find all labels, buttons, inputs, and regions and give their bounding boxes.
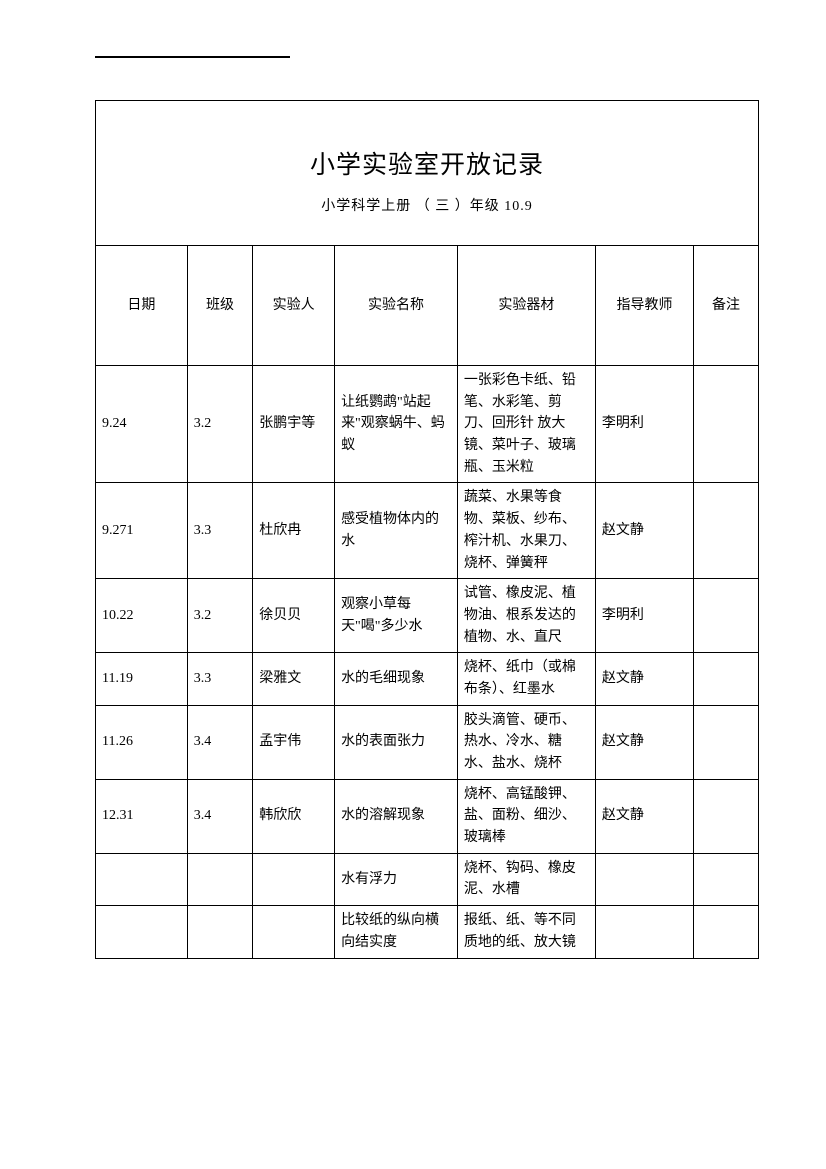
cell-note	[694, 906, 758, 958]
cell-teacher	[595, 906, 693, 958]
table-row: 水有浮力 烧杯、钩码、橡皮泥、水槽	[96, 853, 758, 905]
page-title: 小学实验室开放记录	[96, 145, 758, 181]
cell-equipment: 一张彩色卡纸、铅笔、水彩笔、剪刀、回形针 放大镜、菜叶子、玻璃瓶、玉米粒	[457, 366, 595, 483]
table-row: 比较纸的纵向横向结实度 报纸、纸、等不同质地的纸、放大镜	[96, 906, 758, 958]
cell-date: 12.31	[96, 779, 187, 853]
table-row: 11.26 3.4 孟宇伟 水的表面张力 胶头滴管、硬币、热水、冷水、糖水、盐水…	[96, 705, 758, 779]
cell-class: 3.2	[187, 366, 252, 483]
cell-expname: 水的表面张力	[335, 705, 458, 779]
cell-equipment: 试管、橡皮泥、植物油、根系发达的植物、水、直尺	[457, 579, 595, 653]
cell-note	[694, 579, 758, 653]
cell-teacher: 李明利	[595, 579, 693, 653]
cell-date	[96, 853, 187, 905]
title-section: 小学实验室开放记录 小学科学上册 （ 三 ）年级 10.9	[96, 101, 758, 245]
cell-person: 梁雅文	[253, 653, 335, 705]
col-header-equipment: 实验器材	[457, 246, 595, 366]
cell-expname: 水有浮力	[335, 853, 458, 905]
cell-person: 徐贝贝	[253, 579, 335, 653]
cell-teacher: 赵文静	[595, 705, 693, 779]
cell-class: 3.3	[187, 653, 252, 705]
cell-person: 韩欣欣	[253, 779, 335, 853]
table-row: 9.24 3.2 张鹏宇等 让纸鹦鹉"站起来"观察蜗牛、蚂蚁 一张彩色卡纸、铅笔…	[96, 366, 758, 483]
cell-note	[694, 366, 758, 483]
cell-date: 9.24	[96, 366, 187, 483]
cell-expname: 感受植物体内的水	[335, 483, 458, 579]
cell-teacher	[595, 853, 693, 905]
cell-expname: 水的毛细现象	[335, 653, 458, 705]
cell-note	[694, 853, 758, 905]
cell-date: 11.26	[96, 705, 187, 779]
cell-equipment: 胶头滴管、硬币、热水、冷水、糖水、盐水、烧杯	[457, 705, 595, 779]
cell-expname: 比较纸的纵向横向结实度	[335, 906, 458, 958]
cell-person	[253, 853, 335, 905]
table-row: 9.271 3.3 杜欣冉 感受植物体内的水 蔬菜、水果等食物、菜板、纱布、榨汁…	[96, 483, 758, 579]
cell-note	[694, 483, 758, 579]
cell-expname: 观察小草每天"喝"多少水	[335, 579, 458, 653]
cell-class: 3.4	[187, 705, 252, 779]
cell-person: 张鹏宇等	[253, 366, 335, 483]
cell-person	[253, 906, 335, 958]
cell-equipment: 报纸、纸、等不同质地的纸、放大镜	[457, 906, 595, 958]
document-frame: 小学实验室开放记录 小学科学上册 （ 三 ）年级 10.9 日期 班级 实验人 …	[95, 100, 759, 959]
cell-class: 3.3	[187, 483, 252, 579]
table-header-row: 日期 班级 实验人 实验名称 实验器材 指导教师 备注	[96, 246, 758, 366]
col-header-person: 实验人	[253, 246, 335, 366]
cell-teacher: 赵文静	[595, 779, 693, 853]
cell-equipment: 蔬菜、水果等食物、菜板、纱布、榨汁机、水果刀、烧杯、弹簧秤	[457, 483, 595, 579]
cell-class	[187, 853, 252, 905]
cell-note	[694, 779, 758, 853]
page-subtitle: 小学科学上册 （ 三 ）年级 10.9	[96, 195, 758, 215]
cell-class: 3.4	[187, 779, 252, 853]
col-header-date: 日期	[96, 246, 187, 366]
cell-equipment: 烧杯、钩码、橡皮泥、水槽	[457, 853, 595, 905]
cell-date: 11.19	[96, 653, 187, 705]
col-header-teacher: 指导教师	[595, 246, 693, 366]
cell-person: 杜欣冉	[253, 483, 335, 579]
cell-teacher: 赵文静	[595, 483, 693, 579]
cell-date: 9.271	[96, 483, 187, 579]
col-header-note: 备注	[694, 246, 758, 366]
cell-class: 3.2	[187, 579, 252, 653]
cell-note	[694, 653, 758, 705]
table-row: 11.19 3.3 梁雅文 水的毛细现象 烧杯、纸巾（或棉布条）、红墨水 赵文静	[96, 653, 758, 705]
cell-date	[96, 906, 187, 958]
cell-teacher: 赵文静	[595, 653, 693, 705]
cell-equipment: 烧杯、高锰酸钾、盐、面粉、细沙、玻璃棒	[457, 779, 595, 853]
table-row: 10.22 3.2 徐贝贝 观察小草每天"喝"多少水 试管、橡皮泥、植物油、根系…	[96, 579, 758, 653]
page-content: 小学实验室开放记录 小学科学上册 （ 三 ）年级 10.9 日期 班级 实验人 …	[95, 56, 745, 959]
table-body: 9.24 3.2 张鹏宇等 让纸鹦鹉"站起来"观察蜗牛、蚂蚁 一张彩色卡纸、铅笔…	[96, 366, 758, 958]
col-header-expname: 实验名称	[335, 246, 458, 366]
cell-expname: 让纸鹦鹉"站起来"观察蜗牛、蚂蚁	[335, 366, 458, 483]
col-header-class: 班级	[187, 246, 252, 366]
cell-expname: 水的溶解现象	[335, 779, 458, 853]
cell-note	[694, 705, 758, 779]
cell-teacher: 李明利	[595, 366, 693, 483]
cell-equipment: 烧杯、纸巾（或棉布条）、红墨水	[457, 653, 595, 705]
cell-class	[187, 906, 252, 958]
cell-person: 孟宇伟	[253, 705, 335, 779]
records-table: 日期 班级 实验人 实验名称 实验器材 指导教师 备注 9.24 3.2 张鹏宇…	[96, 245, 758, 958]
table-row: 12.31 3.4 韩欣欣 水的溶解现象 烧杯、高锰酸钾、盐、面粉、细沙、玻璃棒…	[96, 779, 758, 853]
cell-date: 10.22	[96, 579, 187, 653]
